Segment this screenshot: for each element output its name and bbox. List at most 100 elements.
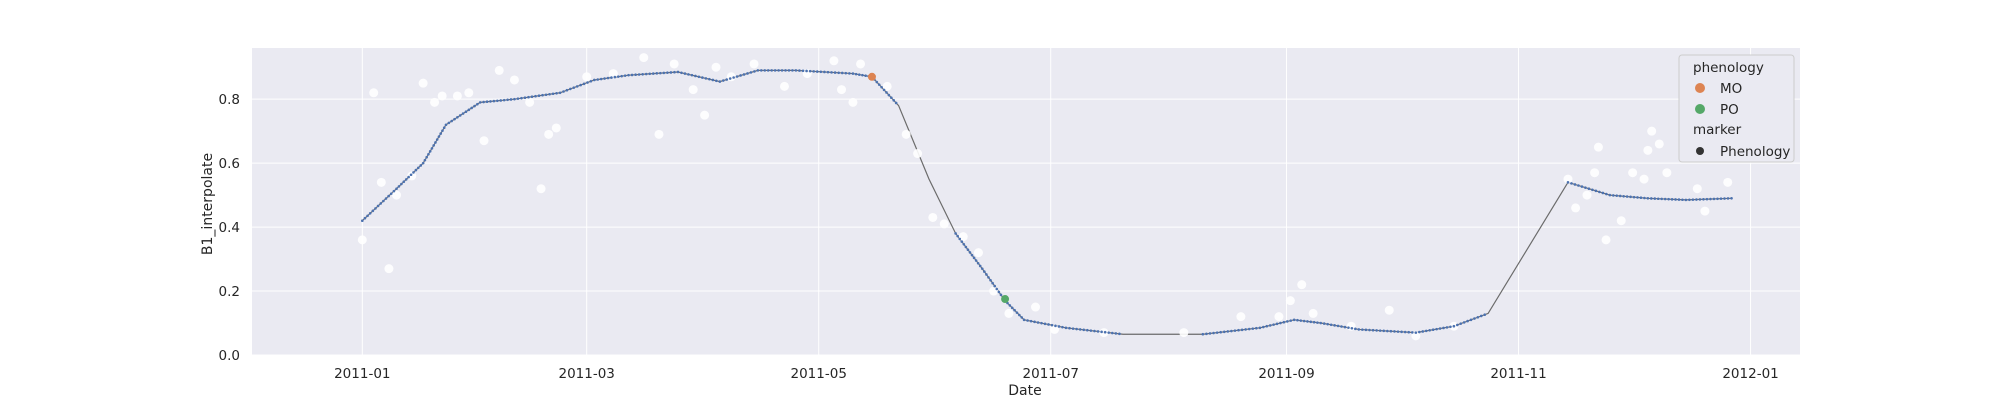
raw-observation-point <box>882 81 892 91</box>
interpolated-point <box>368 212 372 215</box>
interpolated-point <box>441 129 444 132</box>
interpolated-point <box>753 70 756 73</box>
legend-marker-phenology <box>1696 147 1704 155</box>
interpolated-point <box>987 276 990 279</box>
raw-observation-point <box>1593 142 1603 152</box>
raw-observation-point <box>494 65 504 75</box>
interpolated-point <box>1716 197 1719 201</box>
raw-observation-point <box>1384 305 1394 315</box>
interpolated-point <box>857 73 861 76</box>
interpolated-point <box>1695 198 1698 201</box>
interpolated-point <box>1418 330 1421 334</box>
interpolated-point <box>662 71 666 75</box>
y-axis-title: B1_interpolate <box>200 153 216 255</box>
raw-observation-point <box>509 75 519 85</box>
interpolated-point <box>541 93 544 97</box>
interpolated-point <box>1421 330 1425 333</box>
interpolated-point <box>1660 197 1663 201</box>
raw-observation-point <box>973 248 983 258</box>
interpolated-point <box>742 73 746 76</box>
interpolated-point <box>1428 328 1431 332</box>
interpolated-point <box>1466 319 1469 323</box>
interpolated-point <box>840 71 844 75</box>
raw-observation-point <box>639 53 649 63</box>
interpolated-point <box>569 87 572 91</box>
interpolated-point <box>848 72 851 75</box>
interpolated-point <box>1670 198 1674 201</box>
interpolated-point <box>683 72 687 75</box>
interpolated-point <box>1438 327 1442 330</box>
raw-observation-point <box>1563 174 1573 184</box>
interpolated-point <box>1078 328 1082 331</box>
interpolated-point <box>697 75 701 79</box>
interpolated-point <box>509 98 513 101</box>
interpolated-point <box>409 173 413 177</box>
raw-observation-point <box>369 88 379 98</box>
interpolated-point <box>434 141 437 144</box>
interpolated-point <box>885 91 888 94</box>
raw-observation-point <box>1297 280 1307 290</box>
interpolated-point <box>464 110 468 113</box>
raw-observation-point <box>1639 174 1649 184</box>
interpolated-point <box>854 72 858 76</box>
interpolated-point <box>1364 328 1368 332</box>
interpolated-point <box>1237 328 1240 332</box>
interpolated-point <box>1639 196 1643 200</box>
interpolated-point <box>1591 188 1594 192</box>
raw-observation-point <box>1285 296 1295 306</box>
interpolated-point <box>1622 194 1625 198</box>
phenology-point-po <box>1001 295 1010 304</box>
interpolated-point <box>976 261 980 265</box>
raw-observation-point <box>544 129 554 139</box>
interpolated-point <box>983 270 986 273</box>
interpolated-point <box>387 194 390 198</box>
interpolated-point <box>366 214 369 218</box>
interpolated-point <box>962 243 966 246</box>
interpolated-point <box>756 69 760 72</box>
legend-label-phenology: Phenology <box>1720 144 1790 160</box>
interpolated-point <box>544 93 548 97</box>
interpolated-point <box>603 77 606 80</box>
interpolated-point <box>482 100 485 104</box>
interpolated-point <box>1326 322 1329 326</box>
interpolated-point <box>1309 320 1313 324</box>
interpolated-point <box>502 98 506 102</box>
raw-observation-point <box>700 110 710 120</box>
plot-background <box>252 48 1800 355</box>
interpolated-point <box>1302 319 1306 323</box>
phenology-point-mo <box>867 72 876 81</box>
interpolated-point <box>586 81 589 84</box>
interpolated-point <box>582 82 586 86</box>
interpolated-point <box>1650 197 1653 200</box>
interpolated-point <box>882 88 886 92</box>
interpolated-point <box>1212 331 1215 335</box>
interpolated-point <box>555 91 558 95</box>
interpolated-point <box>606 76 610 80</box>
interpolated-point <box>1674 198 1677 201</box>
legend-label-po: PO <box>1720 102 1739 118</box>
interpolated-point <box>461 112 465 115</box>
interpolated-point <box>400 182 403 186</box>
interpolated-point <box>978 264 982 268</box>
interpolated-point <box>1456 323 1459 327</box>
interpolated-point <box>1577 184 1580 187</box>
interpolated-point <box>450 119 453 123</box>
interpolated-point <box>1296 318 1299 322</box>
interpolated-point <box>1636 196 1639 199</box>
interpolated-point <box>770 69 773 72</box>
interpolated-point <box>780 69 784 72</box>
interpolated-point <box>1033 320 1036 324</box>
interpolated-point <box>1036 321 1040 324</box>
interpolated-point <box>1226 330 1230 333</box>
interpolated-point <box>1483 313 1486 317</box>
interpolated-point <box>690 73 694 77</box>
interpolated-point <box>579 83 582 87</box>
interpolated-point <box>1442 326 1445 330</box>
interpolated-point <box>844 71 848 75</box>
interpolated-point <box>676 70 680 74</box>
interpolated-point <box>623 74 627 77</box>
interpolated-point <box>794 69 798 72</box>
interpolated-point <box>1251 327 1255 330</box>
raw-observation-point <box>939 219 949 229</box>
interpolated-point <box>1275 322 1279 326</box>
